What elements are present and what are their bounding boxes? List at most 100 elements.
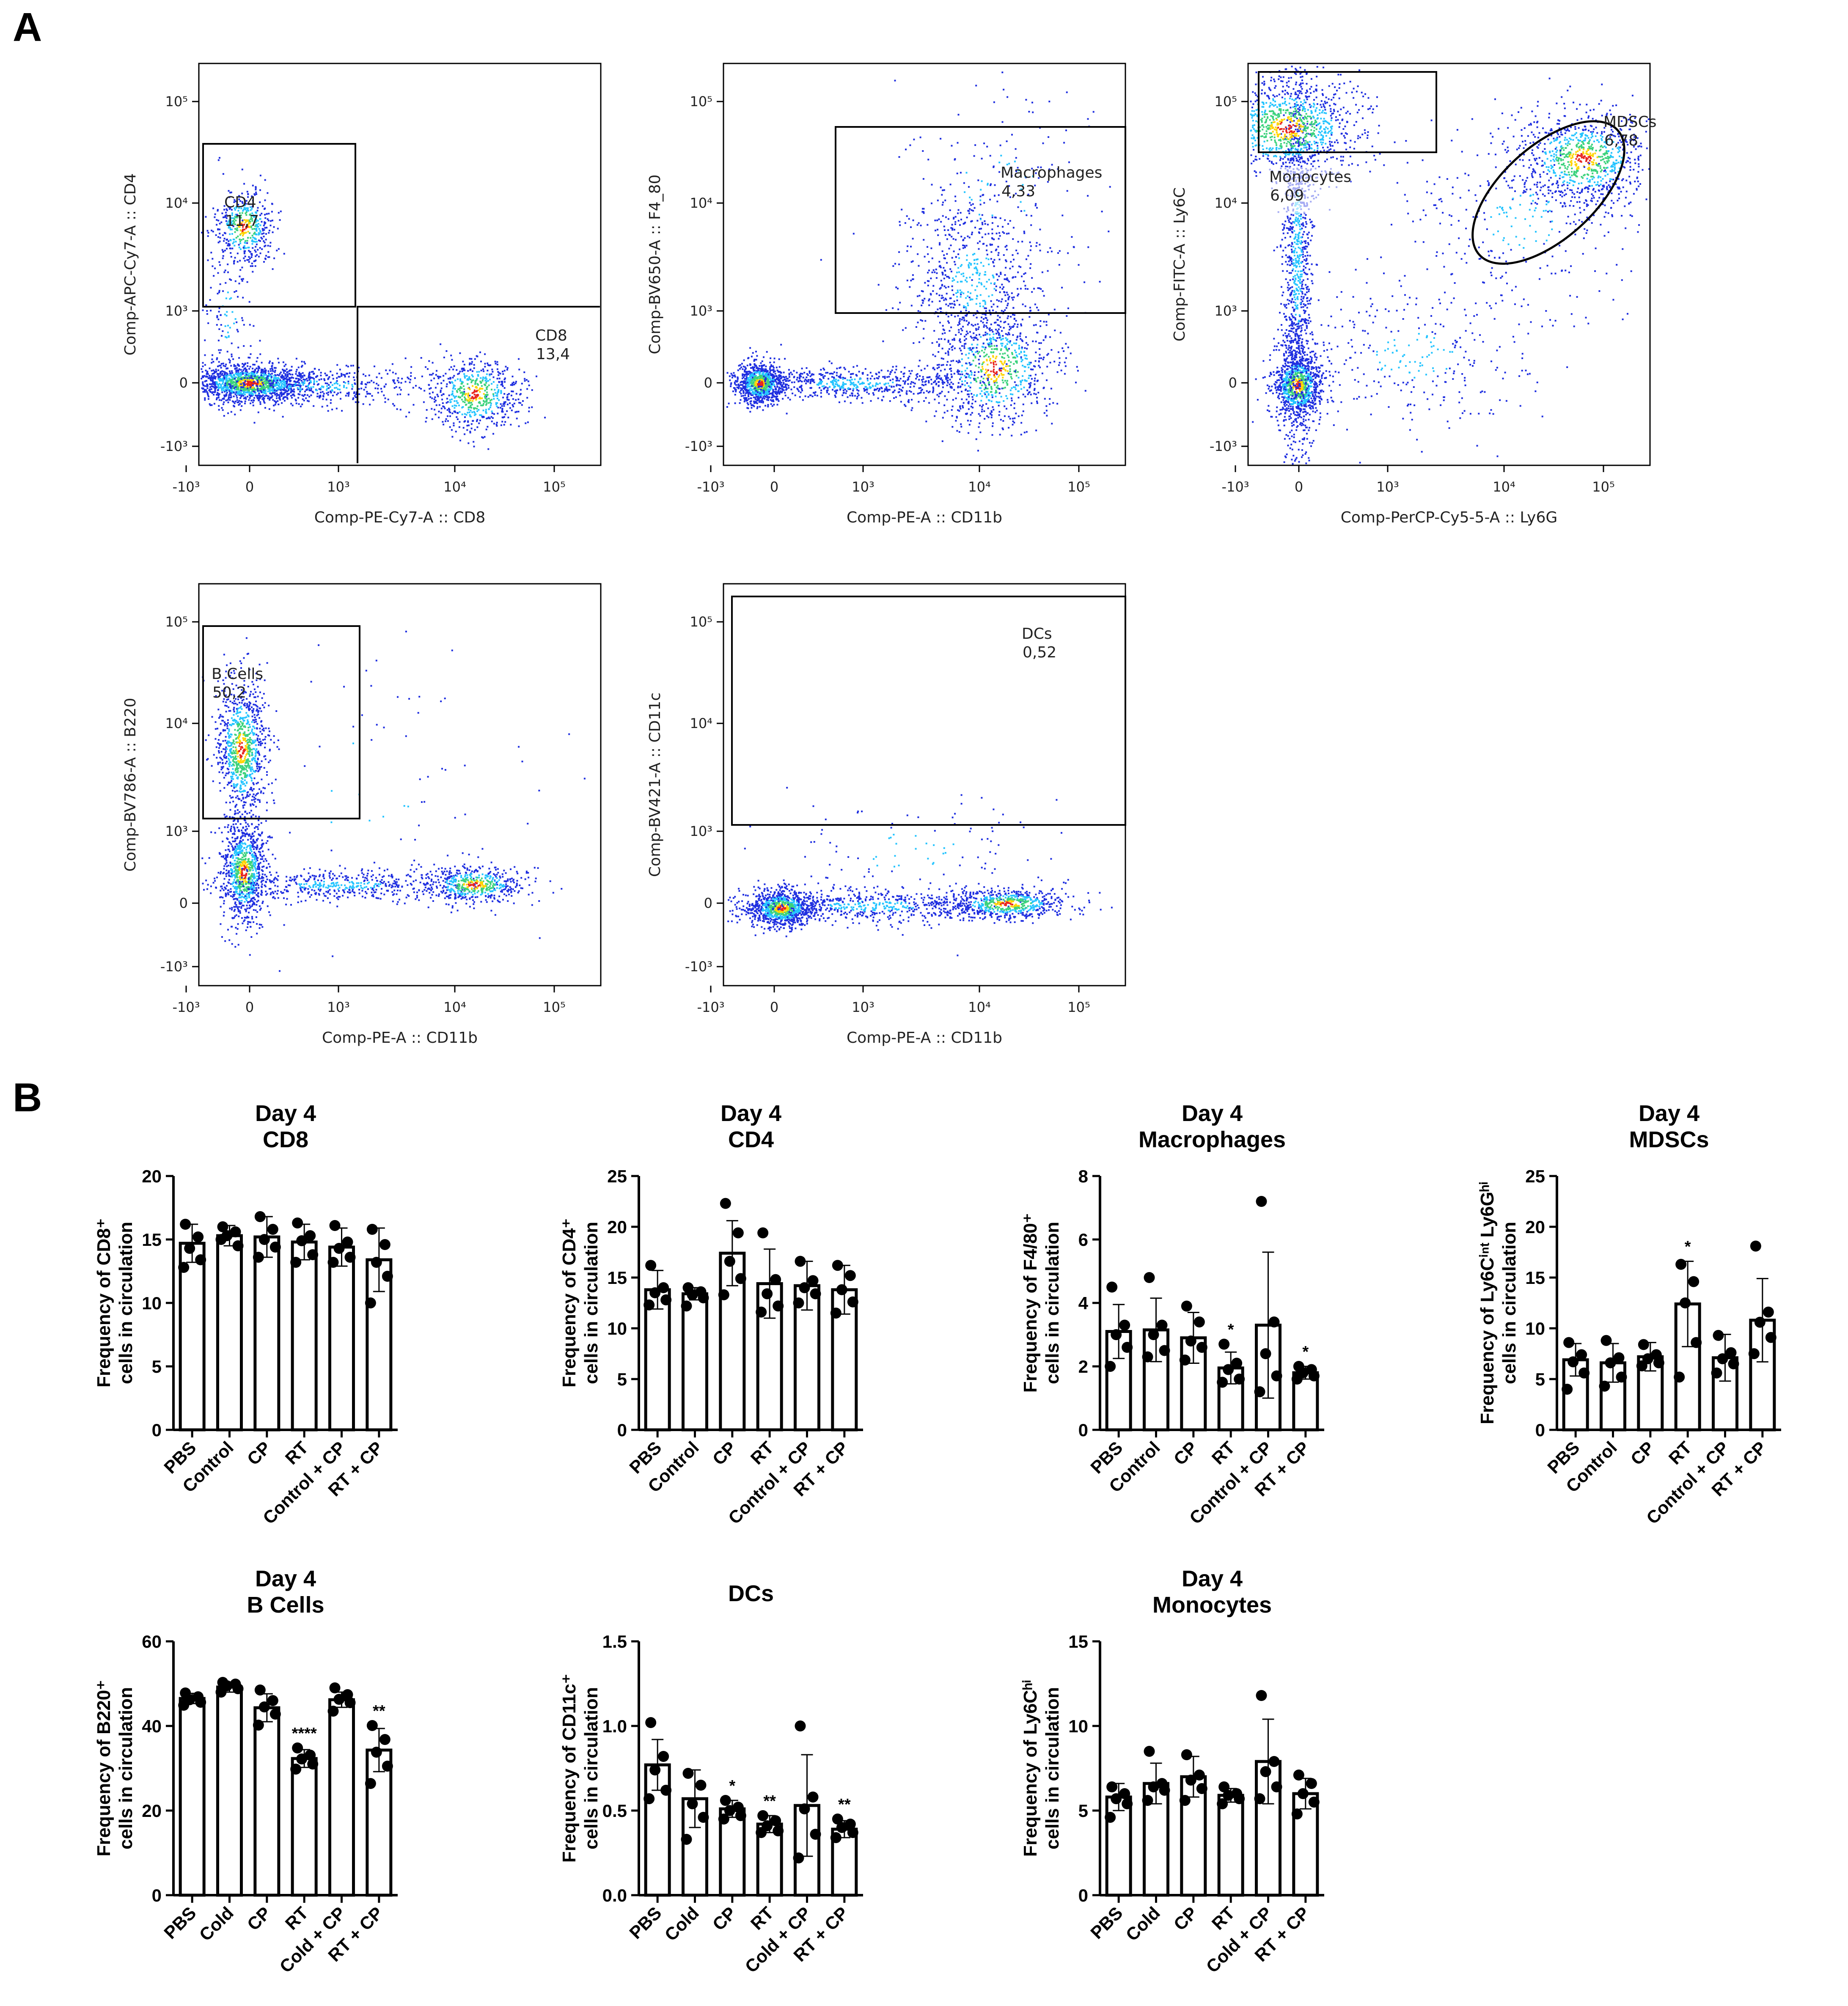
x-tick-label: 10³ xyxy=(327,479,350,495)
event-dot xyxy=(223,240,225,242)
event-dot xyxy=(468,442,469,444)
event-dot xyxy=(923,392,925,393)
event-dot xyxy=(242,278,244,280)
event-dot xyxy=(253,261,255,262)
event-dot xyxy=(1035,352,1037,353)
event-dot xyxy=(239,283,240,284)
event-dot xyxy=(911,381,913,383)
event-dot xyxy=(849,395,851,396)
event-dot xyxy=(446,398,448,399)
event-dot xyxy=(1029,363,1031,365)
event-dot xyxy=(842,378,844,380)
event-dot xyxy=(468,400,469,402)
gate-name: CD4 xyxy=(224,194,256,211)
event-dot xyxy=(1005,333,1007,335)
event-dot xyxy=(504,379,506,380)
event-dot xyxy=(258,393,260,394)
event-dot xyxy=(249,232,250,234)
event-dot xyxy=(744,375,745,376)
event-dot xyxy=(225,382,226,384)
event-dot xyxy=(260,237,262,239)
event-dot xyxy=(211,358,213,360)
event-dot xyxy=(498,381,500,383)
event-dot xyxy=(491,416,492,418)
event-dot xyxy=(775,396,777,398)
event-dot xyxy=(440,390,442,391)
event-dot xyxy=(298,378,300,380)
event-dot xyxy=(992,396,993,398)
event-dot xyxy=(221,212,223,214)
event-dot xyxy=(354,395,356,397)
event-dot xyxy=(223,173,224,175)
event-dot xyxy=(1044,398,1046,400)
event-dot xyxy=(286,368,288,370)
event-dot xyxy=(241,317,243,319)
event-dot xyxy=(259,214,261,216)
event-dot xyxy=(732,377,733,379)
event-dot xyxy=(484,385,486,386)
event-dot xyxy=(947,351,949,352)
event-dot xyxy=(467,370,469,372)
event-dot xyxy=(794,382,795,383)
event-dot xyxy=(864,386,866,388)
event-dot xyxy=(806,376,807,378)
event-dot xyxy=(214,213,216,215)
event-dot xyxy=(773,404,775,406)
event-dot xyxy=(1034,304,1036,305)
event-dot xyxy=(233,382,234,383)
event-dot xyxy=(937,368,938,369)
event-dot xyxy=(231,389,233,390)
event-dot xyxy=(755,398,756,400)
event-dot xyxy=(397,394,399,396)
event-dot xyxy=(223,404,224,405)
event-dot xyxy=(439,404,440,406)
event-dot xyxy=(1046,324,1048,326)
event-dot xyxy=(259,247,261,249)
event-dot xyxy=(979,431,981,433)
y-tick-label: 10³ xyxy=(165,303,188,319)
event-dot xyxy=(484,363,486,365)
event-dot xyxy=(295,383,297,385)
event-dot xyxy=(743,381,745,382)
event-dot xyxy=(943,382,945,383)
event-dot xyxy=(747,365,748,366)
event-dot xyxy=(349,372,350,374)
event-dot xyxy=(461,387,462,389)
event-dot xyxy=(948,352,949,354)
event-dot xyxy=(932,342,933,344)
event-dot xyxy=(484,377,486,379)
event-dot xyxy=(428,384,430,386)
event-dot xyxy=(254,250,256,251)
event-dot xyxy=(1018,397,1020,398)
event-dot xyxy=(488,385,490,386)
event-dot xyxy=(242,389,244,391)
event-dot xyxy=(255,233,256,235)
event-dot xyxy=(470,405,471,407)
event-dot xyxy=(334,383,336,385)
event-dot xyxy=(858,371,860,373)
event-dot xyxy=(226,239,228,240)
event-dot xyxy=(426,409,428,411)
event-dot xyxy=(925,420,927,422)
event-dot xyxy=(733,387,735,389)
event-dot xyxy=(346,365,347,366)
event-dot xyxy=(344,374,346,376)
event-dot xyxy=(224,238,226,239)
event-dot xyxy=(267,397,269,399)
event-dot xyxy=(495,392,496,394)
event-dot xyxy=(303,382,305,384)
event-dot xyxy=(239,397,241,399)
event-dot xyxy=(506,397,508,398)
event-dot xyxy=(470,409,471,411)
event-dot xyxy=(1050,388,1052,390)
event-dot xyxy=(446,386,448,387)
event-dot xyxy=(481,436,483,438)
event-dot xyxy=(858,382,859,383)
event-dot xyxy=(214,390,216,392)
event-dot xyxy=(971,406,972,407)
event-dot xyxy=(354,391,355,393)
event-dot xyxy=(408,394,410,396)
event-dot xyxy=(851,383,853,385)
event-dot xyxy=(242,363,243,365)
event-dot xyxy=(244,368,246,370)
